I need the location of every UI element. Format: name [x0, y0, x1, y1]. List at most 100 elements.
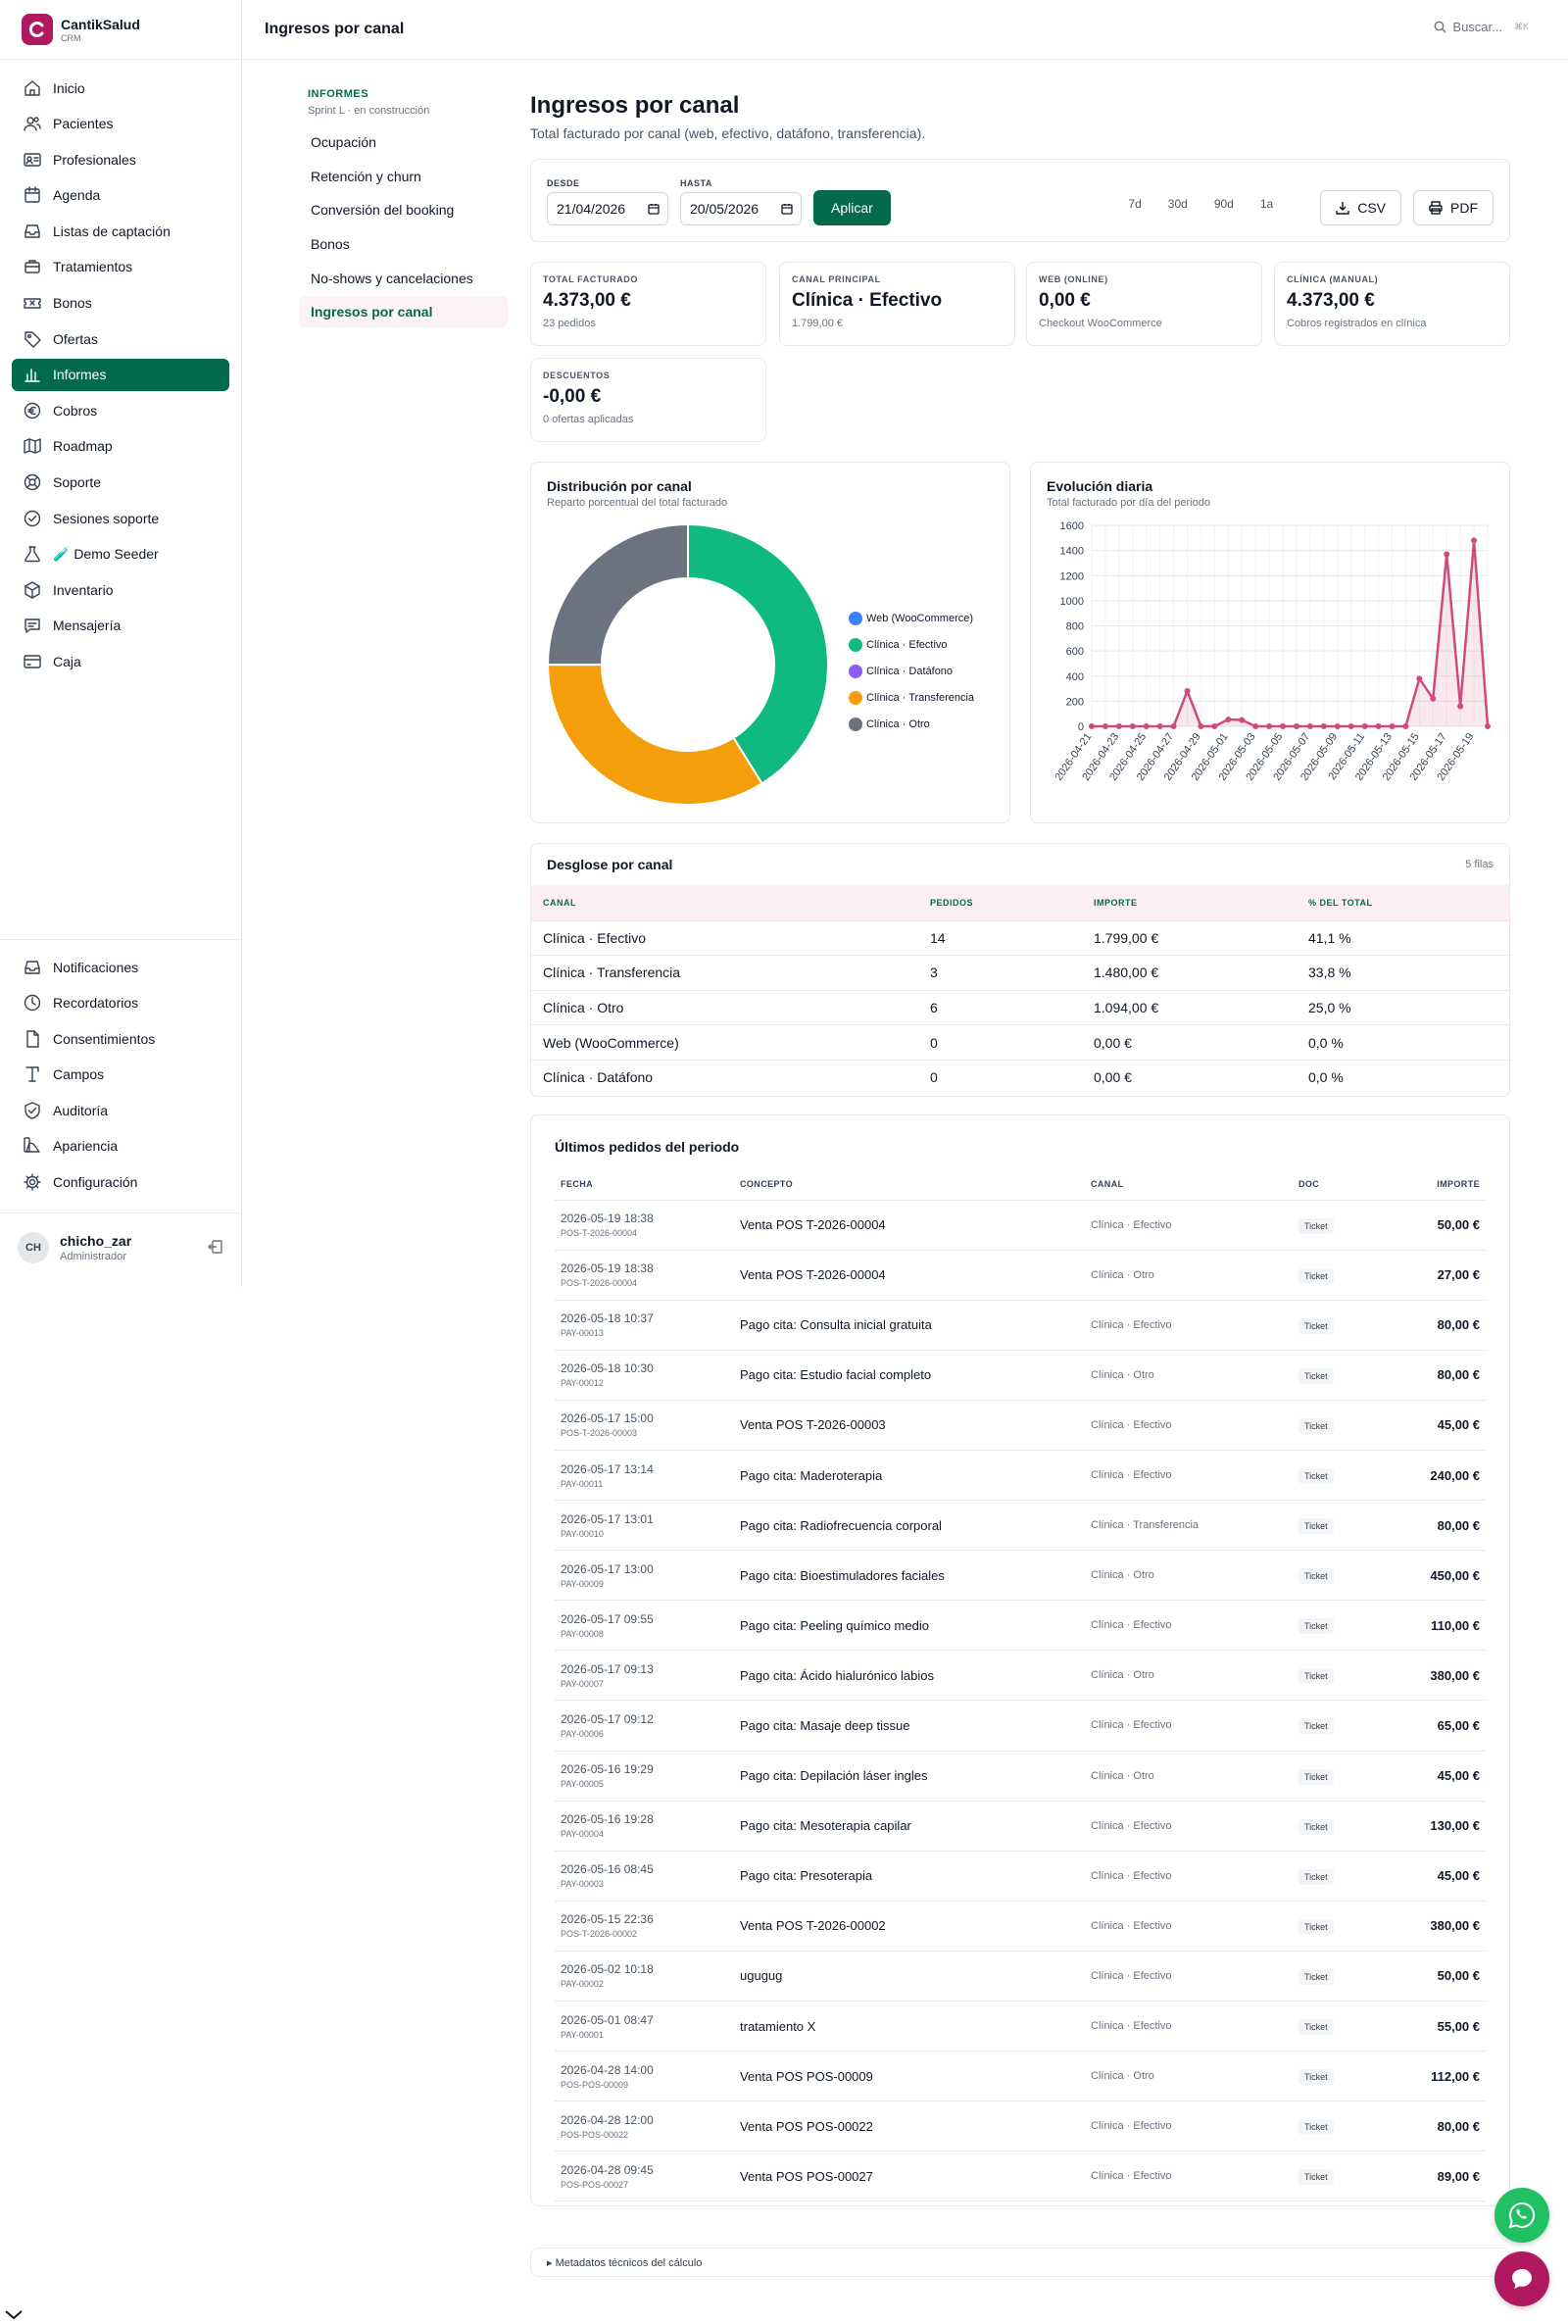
legend-item[interactable]: Web (WooCommerce)	[849, 605, 974, 631]
ticket-badge[interactable]: Ticket	[1298, 1818, 1334, 1835]
ticket-badge[interactable]: Ticket	[1298, 1568, 1334, 1585]
table-row[interactable]: 2026-05-19 18:38 POS-T-2026-00004 Venta PO…	[555, 1200, 1486, 1251]
col-doc[interactable]: DOC	[1293, 1168, 1371, 1201]
avatar[interactable]: CH	[18, 1232, 49, 1263]
nav-item-ticket[interactable]: Bonos	[12, 287, 229, 320]
nav-item-file[interactable]: Consentimientos	[12, 1022, 229, 1055]
ticket-badge[interactable]: Ticket	[1298, 1718, 1334, 1735]
preset-7d[interactable]: 7d	[1128, 197, 1142, 211]
preset-1a[interactable]: 1a	[1259, 197, 1274, 211]
nav-item-clock[interactable]: Recordatorios	[12, 987, 229, 1019]
table-row[interactable]: 2026-05-16 19:28 PAY-00004 Pago cita: Meso…	[555, 1801, 1486, 1852]
calendar-icon[interactable]	[648, 203, 660, 215]
table-row[interactable]: 2026-05-17 09:13 PAY-00007 Pago cita: Ácid…	[555, 1650, 1486, 1702]
subnav-item[interactable]: Conversión del booking	[311, 202, 455, 219]
col-concepto[interactable]: CONCEPTO	[734, 1168, 1085, 1201]
donut-slice[interactable]	[546, 664, 763, 806]
table-row[interactable]: 2026-05-01 08:47 PAY-00001 tratamiento X Cl…	[555, 2001, 1486, 2052]
chevron-down-icon[interactable]	[4, 2308, 24, 2324]
subnav-item[interactable]: No-shows y cancelaciones	[311, 270, 473, 286]
nav-item-box[interactable]: Inventario	[12, 573, 229, 606]
table-row[interactable]: 2026-05-18 10:37 PAY-00013 Pago cita: Cons…	[555, 1300, 1486, 1351]
table-row[interactable]: 2026-05-16 19:29 PAY-00005 Pago cita: Depi…	[555, 1751, 1486, 1802]
csv-button[interactable]: CSV	[1320, 190, 1401, 225]
donut-slice[interactable]	[547, 522, 689, 667]
preset-30d[interactable]: 30d	[1167, 197, 1188, 211]
table-row[interactable]: 2026-04-28 12:00 POS-POS-00022 Venta POS P…	[555, 2101, 1486, 2152]
chat-button[interactable]	[1494, 2251, 1549, 2306]
col-percent[interactable]: % DEL TOTAL	[1297, 885, 1509, 920]
table-row[interactable]: 2026-04-28 09:45 POS-POS-00027 Venta POS P…	[555, 2151, 1486, 2202]
col-importe[interactable]: IMPORTE	[1082, 885, 1297, 920]
ticket-badge[interactable]: Ticket	[1298, 1518, 1334, 1535]
nav-item-briefcase[interactable]: Tratamientos	[12, 251, 229, 283]
ticket-badge[interactable]: Ticket	[1298, 1468, 1334, 1485]
table-row[interactable]: 2026-05-17 13:01 PAY-00010 Pago cita: Radi…	[555, 1500, 1486, 1552]
table-row[interactable]: 2026-05-15 22:36 POS-T-2026-00002 Venta PO…	[555, 1901, 1486, 1952]
legend-item[interactable]: Clínica · Efectivo	[849, 631, 974, 658]
table-row[interactable]: 2026-05-18 10:30 PAY-00012 Pago cita: Estu…	[555, 1350, 1486, 1401]
brand[interactable]: CantikSalud CRM	[0, 0, 241, 60]
nav-item-shield-check[interactable]: Auditoría	[12, 1094, 229, 1126]
ticket-badge[interactable]: Ticket	[1298, 1768, 1334, 1785]
table-row[interactable]: 2026-05-16 08:45 PAY-00003 Pago cita: Pres…	[555, 1851, 1486, 1902]
preset-90d[interactable]: 90d	[1213, 197, 1234, 211]
nav-item-calendar[interactable]: Agenda	[12, 179, 229, 212]
nav-item-gear[interactable]: Configuración	[12, 1166, 229, 1199]
legend-item[interactable]: Clínica · Otro	[849, 711, 974, 737]
nav-item-euro[interactable]: Cobros	[12, 394, 229, 426]
ticket-badge[interactable]: Ticket	[1298, 1317, 1334, 1334]
ticket-badge[interactable]: Ticket	[1298, 2119, 1334, 2136]
table-row[interactable]: 2026-04-28 14:00 POS-POS-00009 Venta POS P…	[555, 2051, 1486, 2102]
ticket-badge[interactable]: Ticket	[1298, 1668, 1334, 1685]
nav-item-id-card[interactable]: Profesionales	[12, 143, 229, 175]
nav-item-message[interactable]: Mensajería	[12, 610, 229, 642]
table-row[interactable]: 2026-05-17 13:00 PAY-00009 Pago cita: Bioe…	[555, 1550, 1486, 1602]
nav-item-bar-chart[interactable]: Informes	[12, 358, 229, 391]
table-row[interactable]: 2026-05-17 09:55 PAY-00008 Pago cita: Peel…	[555, 1600, 1486, 1652]
ticket-badge[interactable]: Ticket	[1298, 2169, 1334, 2186]
nav-item-map[interactable]: Roadmap	[12, 430, 229, 463]
apply-button[interactable]: Aplicar	[813, 190, 891, 225]
nav-item-lifebuoy[interactable]: Soporte	[12, 467, 229, 499]
legend-item[interactable]: Clínica · Datáfono	[849, 658, 974, 684]
table-row[interactable]: 2026-05-19 18:38 POS-T-2026-00004 Venta PO…	[555, 1250, 1486, 1301]
table-row[interactable]: 2026-05-17 09:12 PAY-00006 Pago cita: Masa…	[555, 1700, 1486, 1752]
col-canal[interactable]: CANAL	[531, 885, 918, 920]
ticket-badge[interactable]: Ticket	[1298, 1267, 1334, 1284]
table-row[interactable]: 2026-05-02 10:18 PAY-00002 ugugug Clínica ·…	[555, 1951, 1486, 2003]
pdf-button[interactable]: PDF	[1413, 190, 1494, 225]
nav-item-tag[interactable]: Ofertas	[12, 322, 229, 355]
nav-item-inbox[interactable]: Listas de captación	[12, 215, 229, 247]
col-fecha[interactable]: FECHA	[555, 1168, 734, 1201]
subnav-item[interactable]: Bonos	[311, 236, 350, 253]
from-date-input[interactable]: 21/04/2026	[547, 192, 668, 225]
to-date-input[interactable]: 20/05/2026	[680, 192, 802, 225]
ticket-badge[interactable]: Ticket	[1298, 1968, 1334, 1985]
subnav-item[interactable]: Retención y churn	[311, 168, 421, 184]
donut-slice[interactable]	[687, 522, 829, 785]
col-pedidos[interactable]: PEDIDOS	[918, 885, 1082, 920]
ticket-badge[interactable]: Ticket	[1298, 2019, 1334, 2036]
subnav-item[interactable]: Ocupación	[311, 134, 376, 150]
ticket-badge[interactable]: Ticket	[1298, 1417, 1334, 1434]
nav-item-palette[interactable]: Apariencia	[12, 1130, 229, 1162]
table-row[interactable]: 2026-05-17 13:14 PAY-00011 Pago cita: Made…	[555, 1450, 1486, 1502]
nav-item-credit-card[interactable]: Caja	[12, 646, 229, 678]
nav-item-flask[interactable]: 🧪 Demo Seeder	[12, 538, 229, 570]
nav-item-text-field[interactable]: Campos	[12, 1059, 229, 1091]
col-canal[interactable]: CANAL	[1085, 1168, 1293, 1201]
logout-icon[interactable]	[208, 1239, 223, 1258]
nav-item-check-circle[interactable]: Sesiones soporte	[12, 502, 229, 534]
nav-item-home[interactable]: Inicio	[12, 72, 229, 104]
subnav-item[interactable]: Ingresos por canal	[299, 296, 508, 328]
ticket-badge[interactable]: Ticket	[1298, 1868, 1334, 1885]
ticket-badge[interactable]: Ticket	[1298, 1618, 1334, 1635]
ticket-badge[interactable]: Ticket	[1298, 1367, 1334, 1384]
ticket-badge[interactable]: Ticket	[1298, 1918, 1334, 1935]
metadata-disclosure[interactable]: ▸ Metadatos técnicos del cálculo	[530, 2248, 1510, 2277]
nav-item-users[interactable]: Pacientes	[12, 108, 229, 140]
col-importe[interactable]: IMPORTE	[1371, 1168, 1486, 1201]
table-row[interactable]: 2026-05-17 15:00 POS-T-2026-00003 Venta PO…	[555, 1400, 1486, 1451]
legend-item[interactable]: Clínica · Transferencia	[849, 684, 974, 711]
